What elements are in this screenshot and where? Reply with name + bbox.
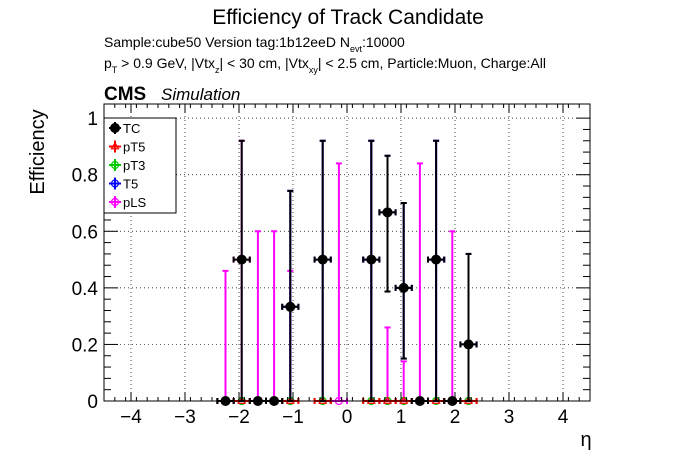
chart-title: Efficiency of Track Candidate: [212, 6, 484, 29]
legend-label: pT3: [123, 158, 145, 173]
info-line-2-seg1: > 0.9 GeV, |Vtx: [117, 55, 215, 71]
x-tick-label: 0: [342, 407, 353, 428]
x-tick-label: −2: [228, 407, 250, 428]
data-point: [463, 339, 474, 350]
data-point: [398, 282, 409, 293]
x-axis-label: η: [580, 429, 591, 451]
info-line-2: pT > 0.9 GeV, |Vtxz| < 30 cm, |Vtxxy| < …: [104, 55, 546, 75]
y-tick-label: 1: [87, 109, 98, 130]
y-axis-label: Efficiency: [27, 109, 49, 194]
data-point: [399, 396, 409, 404]
info-line-2-seg3: | < 2.5 cm, Particle:Muon, Charge:All: [318, 55, 546, 71]
info-line-1-sub: evt: [350, 44, 363, 54]
data-point: [382, 207, 393, 218]
legend-marker: [110, 123, 120, 133]
info-line-2-sub-z: z: [215, 65, 220, 75]
info-line-2-p: p: [104, 55, 112, 71]
y-tick-label: 0.8: [72, 166, 98, 187]
info-line-1-main: Sample:cube50 Version tag:1b12eeD N: [104, 34, 350, 50]
data-point: [285, 301, 296, 312]
data-point: [382, 396, 393, 404]
x-tick-label: −4: [120, 407, 142, 428]
info-line-2-seg2: | < 30 cm, |Vtx: [219, 55, 308, 71]
info-line-1: Sample:cube50 Version tag:1b12eeD Nevt:1…: [104, 34, 405, 54]
legend-label: T5: [123, 177, 138, 192]
info-line-1-tail: :10000: [362, 34, 405, 50]
info-line-2-sub-t: T: [112, 65, 118, 75]
x-tick-label: 1: [396, 407, 407, 428]
simulation-label: Simulation: [161, 85, 240, 104]
legend-marker: [110, 141, 120, 150]
legend-label: TC: [123, 121, 140, 136]
info-line-2-sub-xy: xy: [309, 65, 319, 75]
legend-marker: [110, 197, 120, 207]
cms-label: CMS: [104, 84, 146, 105]
legend-marker: [110, 160, 120, 170]
data-point: [431, 254, 442, 265]
x-tick-label: 3: [504, 407, 515, 428]
legend-marker: [110, 179, 120, 188]
y-tick-label: 0.6: [72, 222, 98, 243]
y-tick-label: 0.4: [72, 279, 99, 300]
x-tick-label: −3: [174, 407, 196, 428]
data-point: [317, 254, 328, 265]
x-tick-label: 2: [450, 407, 461, 428]
y-tick-label: 0: [87, 392, 98, 413]
axis-ticks: −4 −3 −2 −1 0 1 2 3 4 0 0.2 0.4 0.6 0.8 1: [72, 104, 591, 428]
legend-label: pT5: [123, 140, 145, 155]
y-tick-label: 0.2: [72, 335, 98, 356]
x-tick-label: −1: [282, 407, 304, 428]
x-tick-label: 4: [558, 407, 569, 428]
grid: [104, 104, 590, 402]
legend-label: pLS: [123, 195, 146, 210]
data-point: [236, 254, 247, 265]
data-point: [366, 254, 377, 265]
legend: TC pT5 pT3 T5 pLS: [103, 117, 177, 214]
